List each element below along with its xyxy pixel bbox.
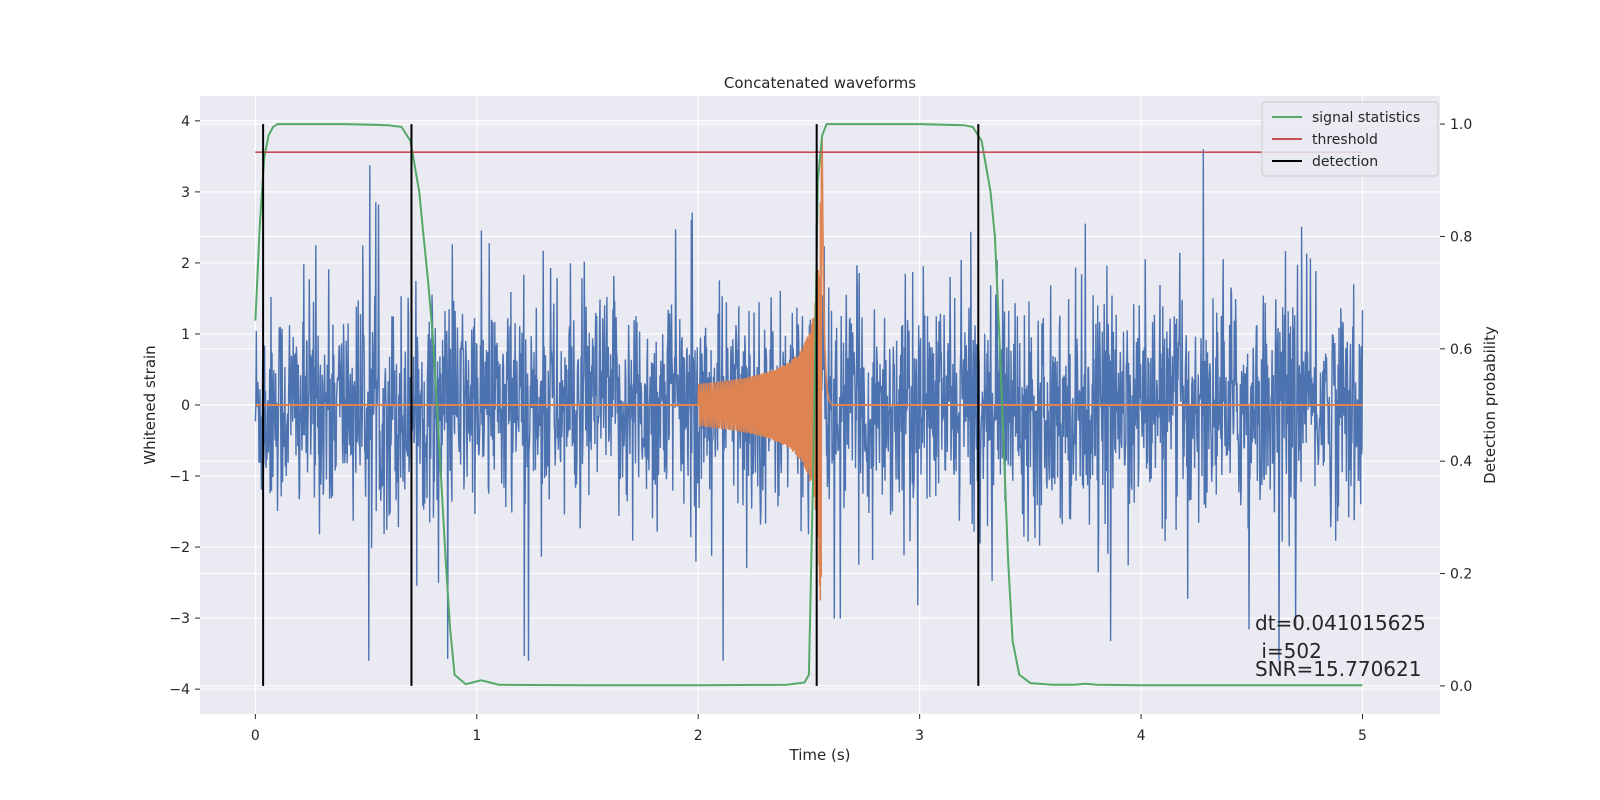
- x-tick-label: 4: [1137, 728, 1146, 744]
- x-tick-label: 2: [694, 728, 703, 744]
- signal-statistics-series: [254, 123, 1363, 687]
- legend-entry-signal-statistics: signal statistics: [1312, 110, 1420, 126]
- y2-tick-label: 0.2: [1450, 567, 1472, 583]
- y2-axis-label: Detection probability: [1481, 326, 1499, 484]
- y-axis-label: Whitened strain: [141, 345, 159, 464]
- y2-tick-label: 0.4: [1450, 454, 1472, 470]
- x-axis-label: Time (s): [789, 746, 851, 764]
- y-tick-label: 3: [181, 185, 190, 201]
- annotation-dt: dt=0.041015625: [1255, 611, 1426, 635]
- signal-statistics-line: [254, 123, 1363, 687]
- waveform-series: [255, 140, 1363, 601]
- y-tick-label: −1: [169, 469, 190, 485]
- y-tick-label: 0: [181, 398, 190, 414]
- legend: signal statistics threshold detection: [1261, 101, 1439, 177]
- annotation-i: i=502: [1255, 639, 1322, 663]
- legend-entry-detection: detection: [1312, 154, 1378, 170]
- x-tick-label: 3: [915, 728, 924, 744]
- y-tick-label: −4: [169, 682, 190, 698]
- x-tick-label: 0: [251, 728, 260, 744]
- chart-title: Concatenated waveforms: [724, 74, 916, 92]
- x-tick-label: 1: [472, 728, 481, 744]
- legend-box: [1261, 101, 1439, 177]
- y-tick-label: −2: [169, 540, 190, 556]
- legend-entry-threshold: threshold: [1312, 132, 1378, 148]
- annotation-snr: SNR=15.770621: [1255, 657, 1421, 681]
- y-tick-label: 4: [181, 114, 190, 130]
- x-tick-label: 5: [1358, 728, 1367, 744]
- y2-tick-label: 0.8: [1450, 229, 1472, 245]
- y-tick-label: 1: [181, 327, 190, 343]
- y2-tick-label: 0.6: [1450, 342, 1472, 358]
- y-axis-right: 0.0 0.2 0.4 0.6 0.8 1.0: [1440, 117, 1472, 695]
- y2-tick-label: 0.0: [1450, 679, 1472, 695]
- y-tick-label: 2: [181, 256, 190, 272]
- y-axis-left: −4 −3 −2 −1 0 1 2 3 4: [169, 114, 200, 698]
- y-tick-label: −3: [169, 611, 190, 627]
- waveform-chirp: [697, 140, 832, 601]
- y2-tick-label: 1.0: [1450, 117, 1472, 133]
- detection-series: [262, 124, 980, 686]
- x-axis: 0 1 2 3 4 5: [251, 714, 1367, 744]
